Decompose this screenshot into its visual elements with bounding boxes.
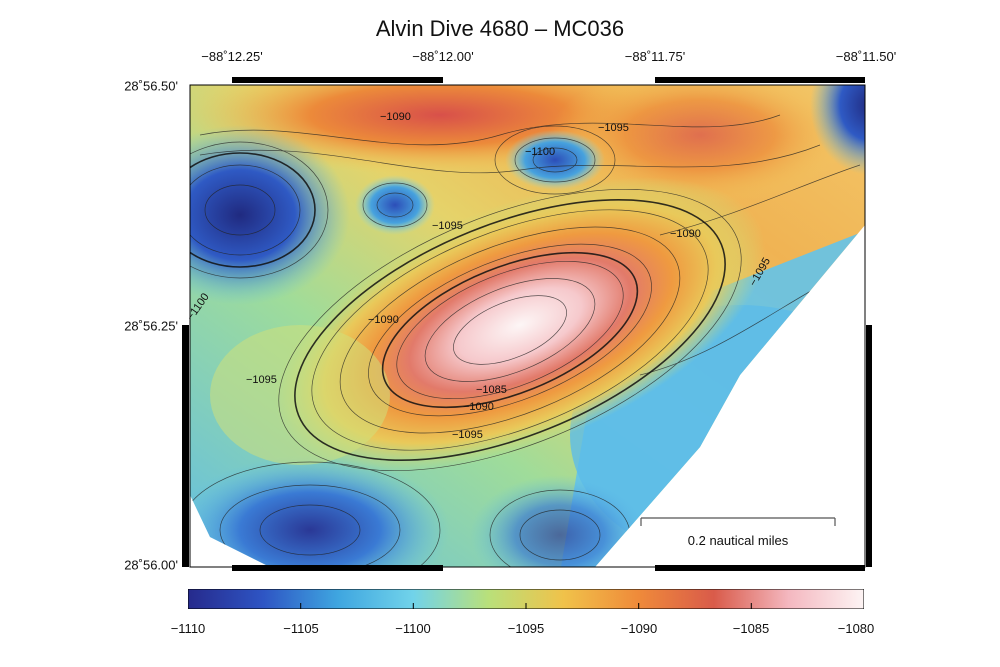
bathymetry-map: −1090 −1095 −1100 −1095 −1090 −1095 −110…: [180, 75, 872, 573]
lon-tick-label: −88˚11.75': [624, 49, 686, 64]
scale-bar: [640, 517, 836, 526]
lat-tick-label: 28˚56.25': [124, 318, 178, 334]
colorbar-tick-label: −1090: [620, 621, 658, 636]
colorbar-tick-label: −1085: [732, 621, 770, 636]
contour-label: −1090: [368, 314, 399, 326]
colorbar-tick-label: −1110: [170, 621, 206, 636]
contour-label: −1095: [598, 122, 629, 134]
lat-tick-label: 28˚56.00': [124, 557, 178, 573]
colorbar-ticks: [300, 603, 752, 609]
map-border-ticks: [182, 77, 872, 571]
lon-tick-label: −88˚11.50': [835, 49, 897, 64]
colorbar: [187, 588, 865, 610]
colorbar-svg: [187, 588, 865, 610]
contour-label: −1090: [380, 111, 411, 123]
map-border: [189, 84, 866, 568]
lat-tick-label: 28˚56.50': [124, 78, 178, 94]
colorbar-tick-label: −1080: [837, 621, 875, 636]
scale-bar-label: 0.2 nautical miles: [687, 533, 789, 548]
contour-label: −1100: [525, 146, 555, 158]
contour-label: −1085: [476, 384, 507, 396]
contour-label: −1095: [246, 374, 277, 386]
lon-tick-label: −88˚12.00': [412, 49, 474, 64]
colorbar-tick-label: −1100: [395, 621, 431, 636]
swath-raster: [190, 85, 865, 567]
contour-label: −1090: [670, 228, 701, 240]
bathymetry-svg: −1090 −1095 −1100 −1095 −1090 −1095 −110…: [180, 75, 872, 573]
map-title: Alvin Dive 4680 – MC036: [375, 16, 625, 41]
colorbar-tick-label: −1095: [507, 621, 545, 636]
colorbar-tick-label: −1105: [283, 621, 319, 636]
lon-tick-label: −88˚12.25': [201, 49, 263, 64]
contour-label: −1095: [432, 220, 463, 232]
contour-label: −1095: [452, 429, 483, 441]
contour-label: −1090: [463, 401, 494, 413]
